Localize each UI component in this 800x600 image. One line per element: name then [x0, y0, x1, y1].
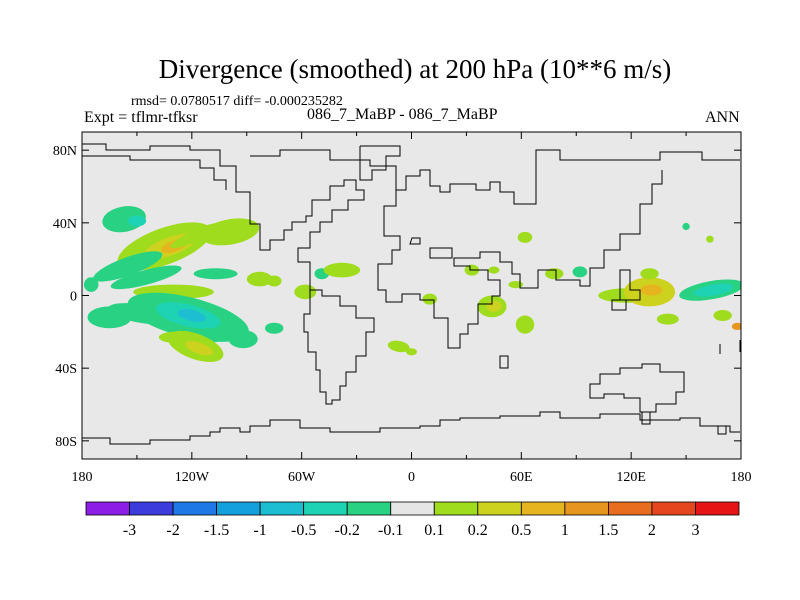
contour-region-27: [265, 322, 284, 334]
x-tick-label-2: 60W: [288, 470, 316, 485]
coastline-islands: [499, 340, 741, 435]
colorbar-label-2: -1.5: [204, 522, 229, 539]
colorbar-label-4: -0.5: [291, 522, 316, 539]
colorbar-label-5: -0.2: [335, 522, 360, 539]
x-tick-label-0: 180: [72, 470, 93, 485]
contour-region-26: [228, 330, 258, 349]
colorbar-label-10: 1: [561, 522, 569, 539]
contour-region-12: [246, 271, 273, 287]
colorbar-swatch-10: [520, 501, 566, 516]
colorbar-swatch-13: [651, 501, 696, 516]
colorbar-label-0: -3: [123, 522, 136, 539]
chart-title: Divergence (smoothed) at 200 hPa (10**6 …: [158, 54, 672, 84]
y-tick-label-4: 80S: [55, 435, 77, 450]
contour-region-25: [185, 341, 214, 356]
contour-region-35: [508, 281, 524, 289]
coastline-arctic-north: [82, 149, 740, 205]
coastlines: [82, 143, 741, 445]
contour-region-48: [656, 313, 679, 325]
contour-region-46: [713, 310, 732, 321]
contour-region-28: [387, 340, 410, 353]
colorbar-label-7: 0.1: [424, 522, 444, 539]
x-tick-label-5: 120E: [616, 470, 646, 485]
y-tick-label-1: 40N: [53, 217, 77, 232]
contour-region-42: [640, 284, 663, 296]
coastline-eurasia: [377, 170, 663, 349]
x-tick-label-4: 60E: [510, 470, 533, 485]
colorbar-label-6: -0.1: [378, 522, 403, 539]
coastline-southeast-asia: [611, 269, 641, 311]
contour-region-34: [517, 231, 533, 243]
colorbar-swatch-14: [695, 501, 740, 516]
contour-region-1: [127, 215, 147, 227]
contour-region-45: [693, 283, 734, 297]
colorbar-label-11: 1.5: [598, 522, 618, 539]
colorbar-swatch-5: [303, 501, 348, 516]
contour-region-21: [177, 309, 207, 322]
colorbar-label-13: 3: [692, 522, 700, 539]
contour-region-43: [640, 268, 659, 280]
season-label: ANN: [705, 109, 740, 126]
colorbar-label-3: -1: [253, 522, 266, 539]
coastline-north-america: [82, 143, 365, 290]
axis-ticks: 180 120W 60W 0 60E 120E 180 80N 40N 0 40S 80S: [53, 132, 752, 485]
y-tick-label-2: 0: [70, 290, 77, 305]
coastline-antarctica: [82, 411, 740, 445]
contour-region-47: [731, 322, 741, 330]
contour-fields: [83, 206, 741, 362]
colorbar-swatch-9: [477, 501, 522, 516]
colorbar-swatch-2: [172, 501, 218, 516]
colorbar-swatch-7: [390, 501, 435, 516]
colorbar-swatch-4: [259, 501, 305, 516]
colorbar-label-8: 0.2: [468, 522, 488, 539]
y-tick-label-0: 80N: [53, 144, 77, 159]
experiment-label: Expt = tflmr-tfksr: [84, 109, 198, 126]
coastline-australia: [589, 363, 685, 413]
colorbar-label-9: 0.5: [511, 522, 531, 539]
x-tick-label-1: 120W: [175, 470, 210, 485]
contour-region-39: [572, 266, 588, 278]
colorbar-label-12: 2: [648, 522, 656, 539]
contour-region-6: [201, 218, 260, 246]
contour-region-9: [110, 265, 182, 290]
colorbar-swatch-6: [346, 501, 392, 516]
colorbar-swatch-3: [216, 501, 261, 516]
colorbar-swatch-11: [564, 501, 609, 516]
contour-region-13: [266, 275, 282, 287]
coastline-south-america: [303, 289, 375, 405]
colorbar-swatch-0: [85, 501, 130, 516]
colorbar-swatch-8: [433, 501, 479, 516]
contour-region-37: [488, 266, 500, 274]
colorbar-swatch-1: [129, 501, 174, 516]
contour-region-7: [83, 277, 99, 292]
contour-region-16: [294, 284, 317, 300]
contour-region-10: [193, 268, 238, 280]
y-tick-label-3: 40S: [55, 362, 77, 377]
colorbar-label-1: -2: [166, 522, 179, 539]
coastline-mediterranean: [409, 237, 453, 259]
contour-region-15: [323, 262, 361, 278]
contour-region-38: [545, 268, 564, 280]
x-tick-label-6: 180: [731, 470, 752, 485]
contour-region-30: [422, 293, 438, 305]
contour-region-8: [93, 251, 163, 282]
colorbar: -3 -2 -1.5 -1 -0.5 -0.2 -0.1 0.1 0.2 0.5 1 1.5 2 3: [85, 501, 740, 539]
stats-line: rmsd= 0.0780517 diff= -0.000235282: [131, 94, 343, 109]
contour-region-29: [406, 348, 417, 356]
x-tick-label-3: 0: [408, 470, 415, 485]
coastline-greenland: [359, 145, 401, 181]
contour-region-50: [706, 235, 714, 243]
colorbar-swatch-12: [608, 501, 653, 516]
contour-region-33: [515, 315, 535, 334]
contour-region-49: [682, 222, 690, 231]
comparison-label: 086_7_MaBP - 086_7_MaBP: [307, 106, 498, 123]
contour-region-32: [486, 300, 502, 312]
